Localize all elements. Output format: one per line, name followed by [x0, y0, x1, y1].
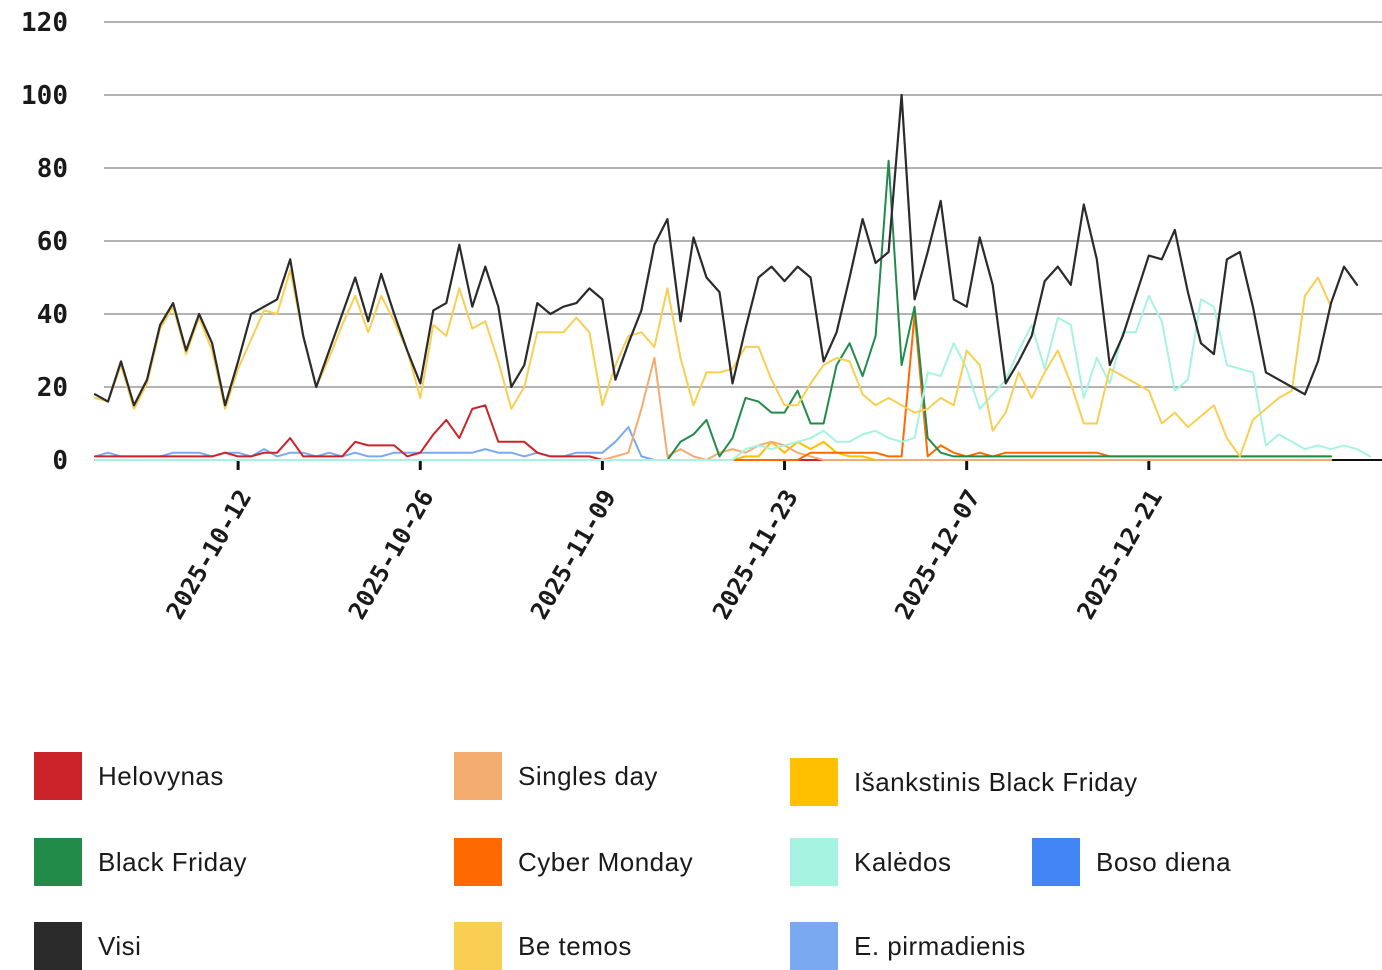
- legend-label: Black Friday: [98, 846, 248, 877]
- x-tick-label: 2025-12-07: [889, 485, 985, 624]
- y-tick-label: 0: [52, 446, 68, 476]
- x-tick-label: 2025-11-09: [525, 485, 621, 624]
- series-line-helovynas: [94, 404, 1332, 461]
- legend-swatch: [1032, 838, 1080, 886]
- legend-item-boso-diena: Boso diena: [1032, 838, 1231, 886]
- series-line-kal-dos: [94, 294, 1371, 461]
- legend-item-be-temos: Be temos: [454, 922, 632, 970]
- x-axis: 2025-10-12 2025-10-26 2025-11-09 2025-11-23…: [161, 460, 1168, 624]
- legend-swatch: [34, 752, 82, 800]
- y-axis: 0 20 40 60 80 100 120: [21, 8, 68, 476]
- y-tick-label: 120: [21, 8, 68, 38]
- legend-label: Išankstinis Black Friday: [854, 766, 1138, 797]
- legend-item-black-friday: Black Friday: [34, 838, 247, 886]
- legend-item-e-pirmadienis: E. pirmadienis: [790, 922, 1026, 970]
- legend-label: Helovynas: [98, 760, 224, 791]
- legend-label: Boso diena: [1096, 846, 1232, 877]
- y-tick-label: 40: [37, 300, 68, 330]
- legend-label: Be temos: [518, 930, 632, 961]
- x-tick-label: 2025-10-26: [343, 485, 439, 624]
- legend-label: E. pirmadienis: [854, 930, 1026, 961]
- legend-label: Visi: [98, 930, 142, 961]
- grid-lines: [95, 21, 1382, 461]
- legend-label: Kalėdos: [854, 846, 952, 877]
- legend-swatch: [790, 922, 838, 970]
- legend-swatch: [34, 838, 82, 886]
- legend-swatch: [790, 838, 838, 886]
- series-line-black-friday: [94, 159, 1332, 461]
- legend-item-isankstinis-black-friday: Išankstinis Black Friday: [790, 758, 1138, 806]
- y-tick-label: 100: [21, 81, 68, 111]
- legend-swatch: [790, 758, 838, 806]
- x-tick-label: 2025-12-21: [1072, 485, 1168, 624]
- legend-swatch: [454, 922, 502, 970]
- series-lines: [93, 93, 1371, 461]
- legend-item-helovynas: Helovynas: [34, 752, 224, 800]
- legend-item-visi: Visi: [34, 922, 141, 970]
- y-tick-label: 80: [37, 154, 68, 184]
- legend-item-singles-day: Singles day: [454, 752, 658, 800]
- legend-swatch: [454, 838, 502, 886]
- legend-item-kaledos: Kalėdos: [790, 838, 951, 886]
- series-line-be-temos: [94, 269, 1332, 458]
- x-tick-label: 2025-11-23: [707, 485, 803, 624]
- legend-item-cyber-monday: Cyber Monday: [454, 838, 693, 886]
- legend-swatch: [454, 752, 502, 800]
- x-tick-label: 2025-10-12: [161, 485, 257, 624]
- y-tick-label: 20: [37, 373, 68, 403]
- series-line-visi: [93, 93, 1359, 407]
- y-tick-label: 60: [37, 227, 68, 257]
- legend-swatch: [34, 922, 82, 970]
- legend-label: Cyber Monday: [518, 846, 694, 877]
- legend-label: Singles day: [518, 760, 658, 791]
- series-line-e-pirmadienis: [94, 426, 1332, 461]
